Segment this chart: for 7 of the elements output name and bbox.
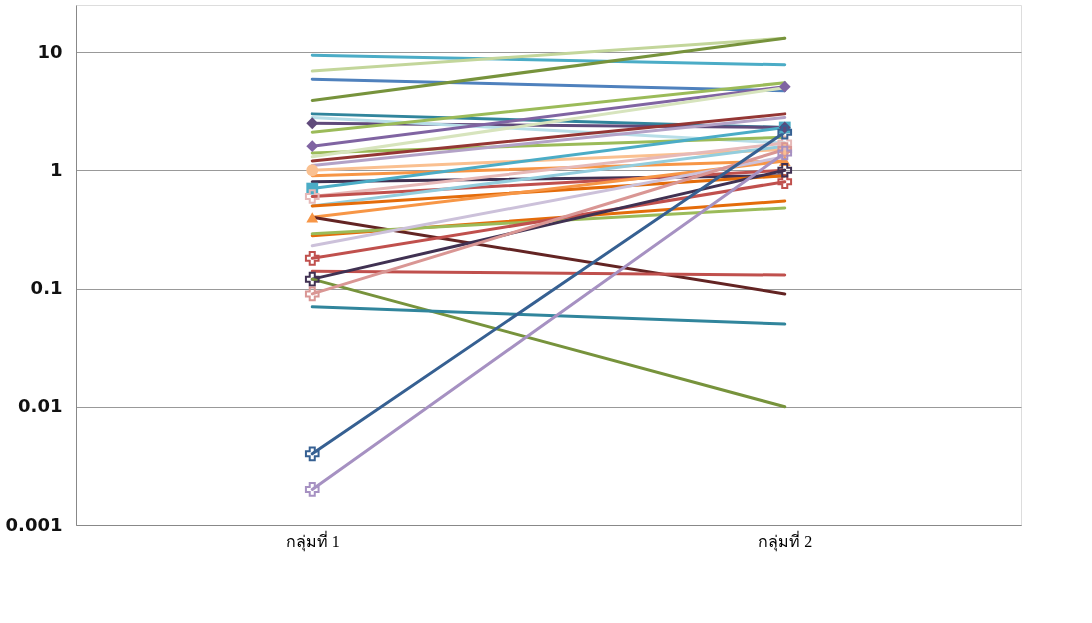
y-tick-label: 0.01 [18,395,63,417]
y-tick-label: 1 [49,158,63,180]
y-tick-label: 0.1 [30,277,63,299]
x-tick-label: กลุ่มที่ 2 [758,529,813,552]
y-tick-label: 0.001 [5,513,63,535]
x-tick-label: กลุ่มที่ 1 [285,529,340,552]
y-tick-label: 10 [37,40,63,62]
